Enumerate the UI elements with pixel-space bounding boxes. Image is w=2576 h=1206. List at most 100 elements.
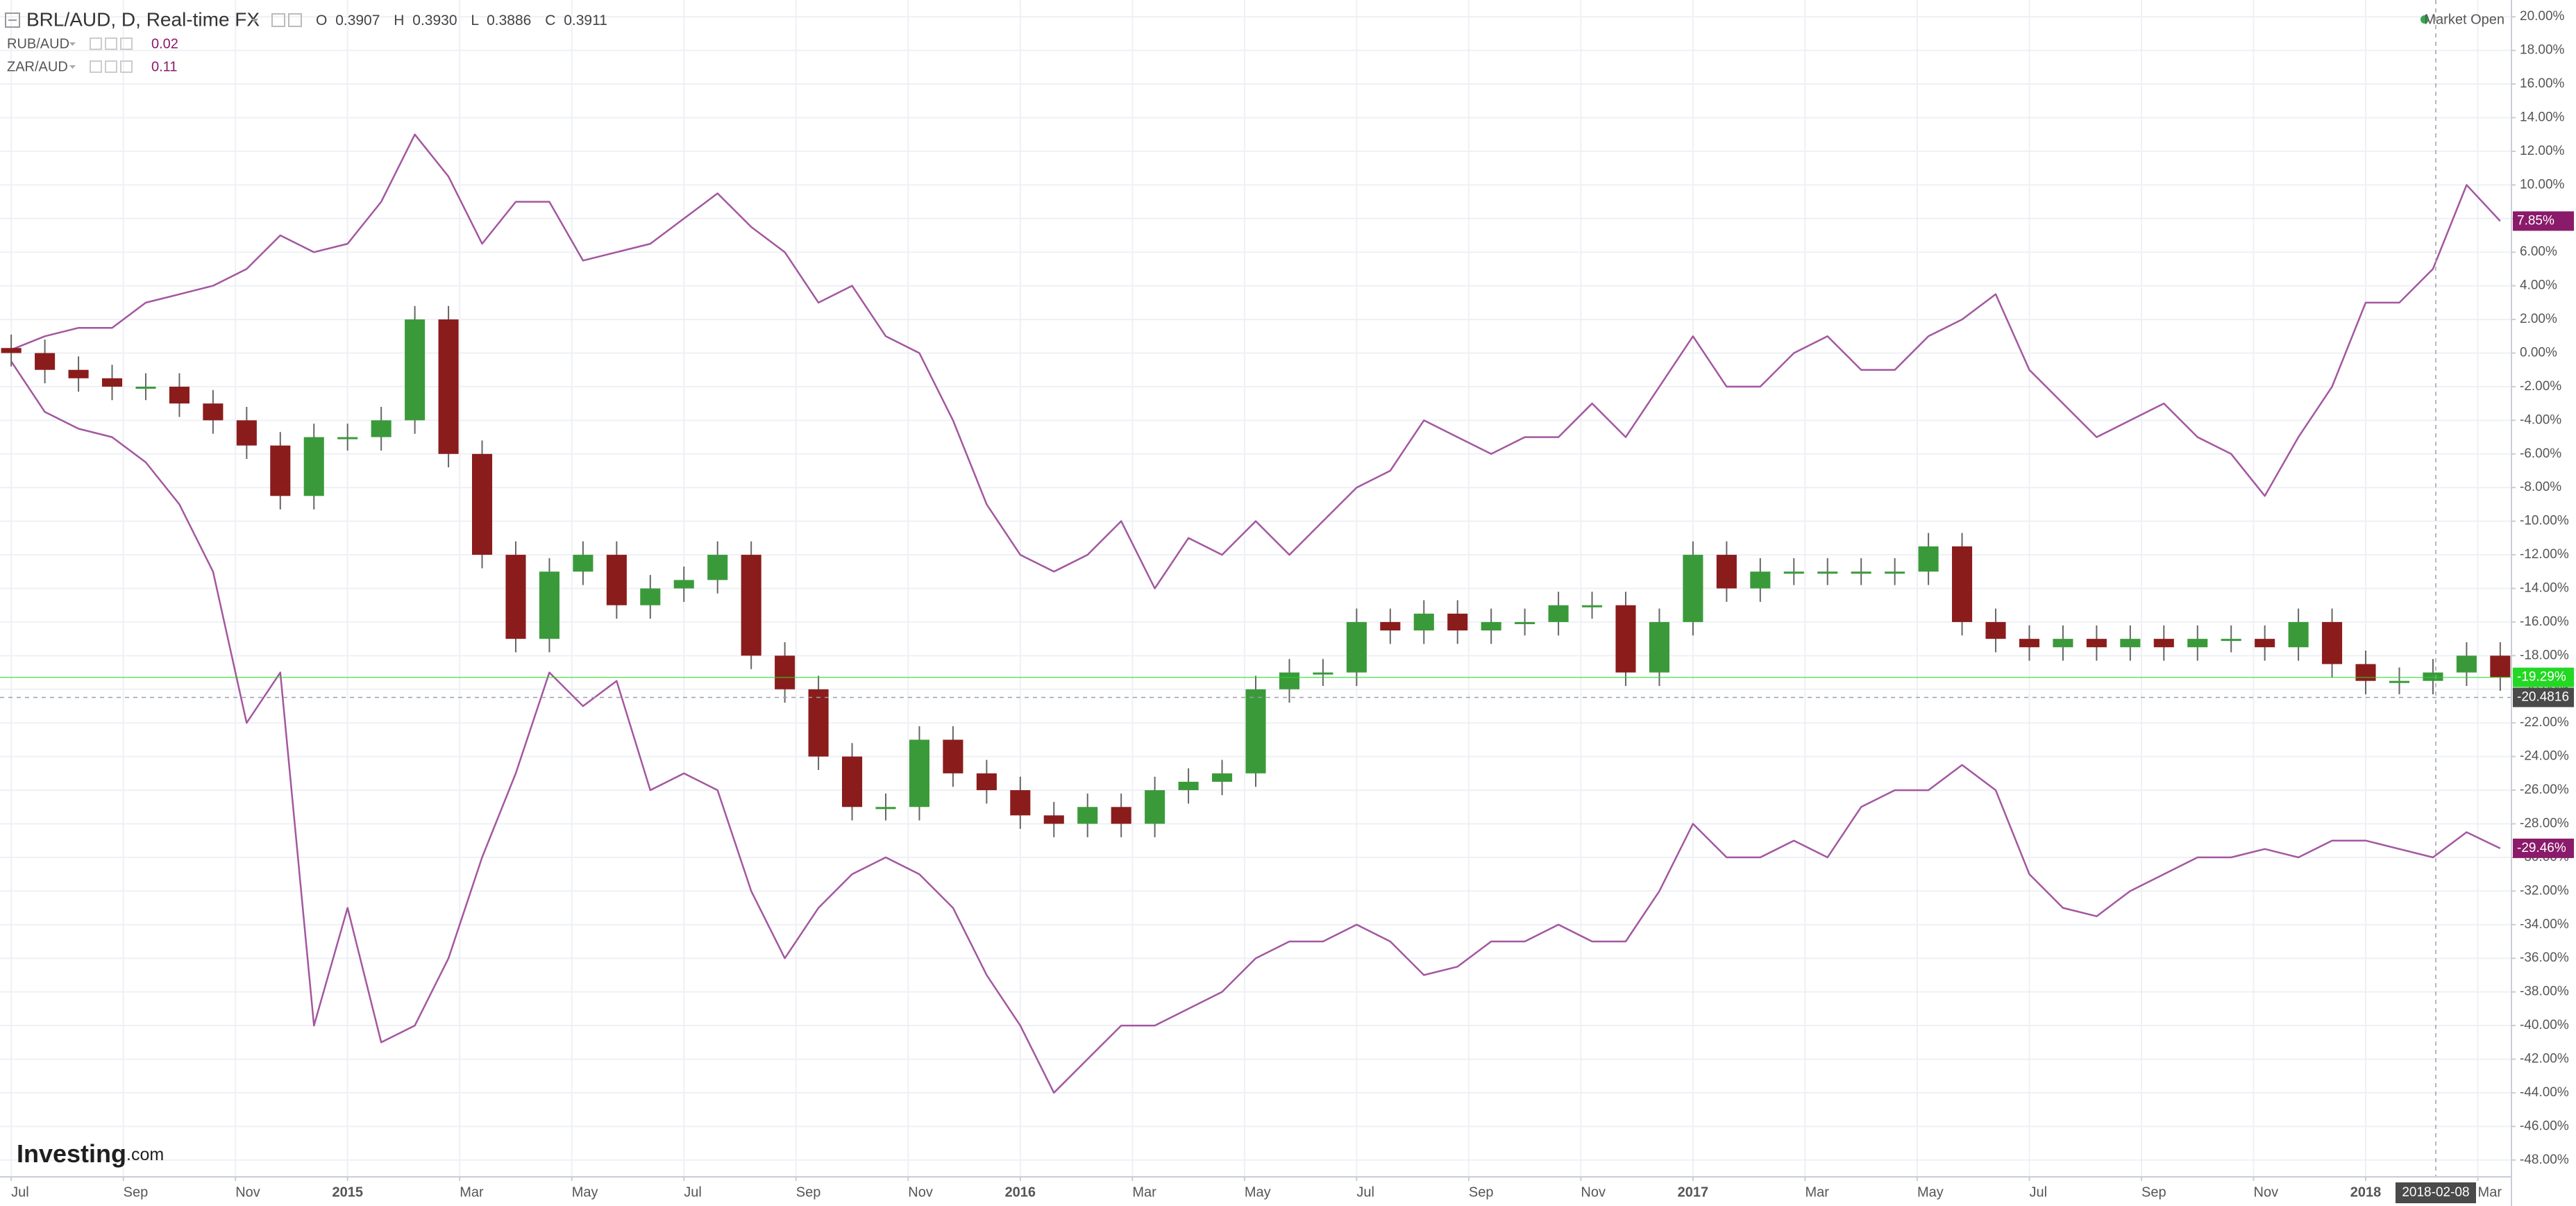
candle-body [1783,571,1804,574]
x-tick-label: Jul [2029,1184,2047,1200]
candle-body [169,386,190,404]
crosshair-y-label-bg [2513,687,2574,707]
candle-body [2456,655,2477,673]
x-tick-label: Jul [1356,1184,1374,1200]
candle-body [1817,571,1838,574]
y-tick-label: 2.00% [2520,312,2557,326]
candle-body [1447,613,1468,631]
x-tick-label: Nov [1581,1184,1606,1200]
x-tick-label: 2015 [332,1184,363,1200]
candle-body [1212,773,1233,782]
candle-body [943,739,963,773]
logo-suffix: .com [126,1145,164,1164]
candle-body [1582,605,1603,608]
y-tick-label: -36.00% [2520,950,2569,965]
legend-value: 0.02 [151,36,178,51]
candle-body [1918,546,1939,572]
legend-button[interactable] [120,60,133,73]
candle-body [1716,555,1737,589]
axes: 20.00%18.00%16.00%14.00%12.00%10.00%8.00… [10,9,2574,1203]
y-tick-label: -32.00% [2520,883,2569,898]
price-label-bg [2513,667,2574,687]
candle-body [673,580,694,589]
x-tick-label: Jul [684,1184,702,1200]
legend-button[interactable] [105,37,117,50]
y-tick-label: -18.00% [2520,648,2569,662]
candle-body [2389,680,2410,683]
plot-area [1,133,2511,1094]
candle-body [707,555,728,580]
x-tick-label: Sep [796,1184,821,1200]
legend-button[interactable] [90,60,102,73]
ohlc-key: H [394,12,404,28]
legend-caret[interactable] [69,42,76,46]
y-tick-label: -2.00% [2520,379,2561,394]
y-tick-label: -38.00% [2520,985,2569,999]
candle-body [741,555,761,656]
candle-body [68,369,89,378]
legend-value: 0.11 [151,59,177,74]
legend-button[interactable] [105,60,117,73]
status-dot [2421,15,2429,24]
x-tick-label: 2018 [2350,1184,2382,1200]
y-tick-label: 4.00% [2520,278,2557,293]
candle-body [1615,605,1636,673]
ohlc-value: 0.3907 [335,12,380,28]
x-tick-label: 2016 [1005,1184,1036,1200]
candle-body [1245,689,1266,773]
y-tick-label: 0.00% [2520,346,2557,360]
legend-button[interactable] [120,37,133,50]
crosshair-x-label-bg [2395,1182,2476,1203]
overlay [0,0,2511,1177]
x-tick-label: Nov [908,1184,933,1200]
y-tick-label: 12.00% [2520,144,2565,158]
x-tick-label: Mar [460,1184,484,1200]
legend-button[interactable] [90,37,102,50]
y-tick-label: 6.00% [2520,244,2557,259]
x-tick-label: Sep [124,1184,149,1200]
x-tick-label: Nov [235,1184,260,1200]
candle-body [438,319,459,454]
candle-body [337,437,358,439]
candle-body [2221,639,2241,642]
candle-body [808,689,829,757]
y-tick-label: -42.00% [2520,1052,2569,1066]
y-tick-label: 18.00% [2520,43,2565,58]
candle-body [1010,790,1031,816]
y-tick-label: 16.00% [2520,76,2565,91]
candle-body [1279,672,1299,689]
candle-body [2490,655,2511,678]
candle-body [1481,621,1501,631]
ohlc-key: C [545,12,555,28]
candle-body [1649,621,1670,673]
y-tick-label: 20.00% [2520,9,2565,24]
candle-body [2053,639,2073,648]
candle-body [573,555,594,572]
legend-caret[interactable] [69,65,76,69]
logo: Investing.com [17,1139,164,1168]
candle-body [35,353,56,370]
candle-body [101,378,123,387]
ohlc-key: L [471,12,478,28]
candle-body [2019,639,2040,648]
chart-title: BRL/AUD, D, Real-time FX [26,8,260,30]
candle-body [1111,807,1131,824]
price-label: 7.85% [2517,213,2554,228]
candle-body [2255,639,2275,648]
x-tick-label: May [1245,1184,1271,1200]
candle-body [1,348,22,353]
collapse-button[interactable] [5,12,20,28]
candle-body [405,319,426,421]
y-tick-label: -40.00% [2520,1018,2569,1032]
ohlc-value: 0.3886 [487,12,531,28]
x-tick-label: Sep [1469,1184,1494,1200]
price-label-bg [2513,838,2574,858]
candle-body [1178,781,1199,791]
candle-body [303,437,324,496]
price-label-bg [2513,211,2574,231]
settings-button[interactable] [271,13,285,27]
title-caret[interactable] [251,19,258,23]
hide-button[interactable] [288,13,302,27]
